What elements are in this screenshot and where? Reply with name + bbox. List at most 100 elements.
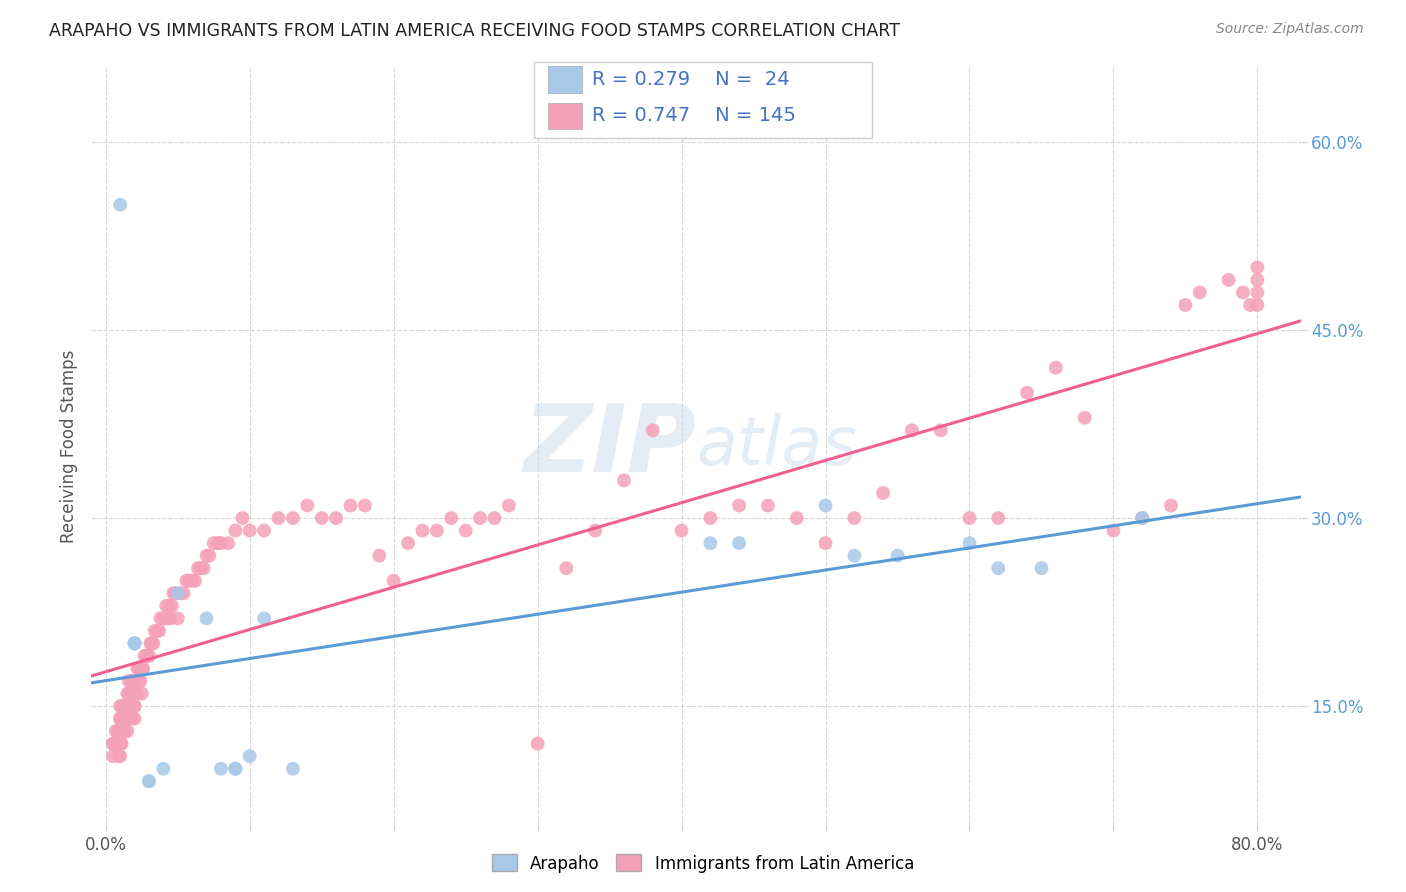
Point <box>224 762 246 776</box>
Point <box>181 574 204 588</box>
Text: R = 0.279    N =  24: R = 0.279 N = 24 <box>592 70 789 89</box>
Point <box>114 724 136 739</box>
Point <box>108 749 131 764</box>
Point <box>224 762 246 776</box>
Point <box>108 737 131 751</box>
Point <box>239 749 262 764</box>
Point <box>124 636 146 650</box>
Point <box>1045 360 1067 375</box>
Point <box>111 712 132 726</box>
Point <box>121 673 143 688</box>
Legend: Arapaho, Immigrants from Latin America: Arapaho, Immigrants from Latin America <box>485 847 921 880</box>
Point <box>101 737 124 751</box>
Point <box>127 686 149 700</box>
Point <box>872 486 894 500</box>
Point <box>124 699 146 714</box>
Point <box>253 524 276 538</box>
Point <box>1130 511 1153 525</box>
Point <box>105 724 128 739</box>
Point <box>114 699 136 714</box>
Point <box>108 724 131 739</box>
Point <box>132 661 155 675</box>
Point <box>699 536 721 550</box>
Point <box>124 636 146 650</box>
Point <box>166 586 188 600</box>
Point <box>382 574 405 588</box>
Point <box>555 561 578 575</box>
Point <box>101 749 124 764</box>
Point <box>127 661 149 675</box>
Point <box>929 423 952 437</box>
Point <box>112 712 135 726</box>
Point <box>1031 561 1053 575</box>
Point <box>131 686 153 700</box>
Point <box>1188 285 1211 300</box>
Point <box>108 712 131 726</box>
Point <box>124 636 146 650</box>
Point <box>148 624 170 638</box>
Point <box>253 611 276 625</box>
Point <box>107 749 129 764</box>
Point <box>108 724 131 739</box>
Point <box>149 611 172 625</box>
Point <box>454 524 477 538</box>
Text: Source: ZipAtlas.com: Source: ZipAtlas.com <box>1216 22 1364 37</box>
Point <box>124 712 146 726</box>
Point <box>125 686 148 700</box>
Point <box>146 624 169 638</box>
Point <box>108 737 131 751</box>
Point <box>117 724 139 739</box>
Text: ZIP: ZIP <box>523 400 696 492</box>
Point <box>169 586 191 600</box>
FancyBboxPatch shape <box>534 62 872 138</box>
Point <box>173 586 195 600</box>
Point <box>886 549 908 563</box>
Point <box>111 737 132 751</box>
Point <box>699 511 721 525</box>
Point <box>671 524 693 538</box>
Point <box>207 536 229 550</box>
Point <box>231 511 253 525</box>
Point <box>124 673 146 688</box>
Point <box>136 648 159 663</box>
Point <box>166 611 188 625</box>
Point <box>354 499 377 513</box>
Point <box>118 673 141 688</box>
Point <box>297 499 319 513</box>
Point <box>117 686 139 700</box>
Point <box>128 673 150 688</box>
Point <box>239 524 262 538</box>
Point <box>426 524 449 538</box>
Point <box>411 524 433 538</box>
Point <box>311 511 333 525</box>
Point <box>179 574 201 588</box>
Point <box>202 536 225 550</box>
Point <box>124 699 146 714</box>
Point <box>987 511 1010 525</box>
Point <box>1239 298 1261 312</box>
Point <box>198 549 221 563</box>
Point <box>209 536 232 550</box>
Point <box>139 636 162 650</box>
Point <box>114 712 136 726</box>
Point <box>159 611 181 625</box>
Point <box>118 712 141 726</box>
Point <box>901 423 924 437</box>
Point <box>122 699 145 714</box>
Point <box>117 699 139 714</box>
Point <box>325 511 347 525</box>
Point <box>583 524 606 538</box>
Point <box>987 561 1010 575</box>
Bar <box>548 66 582 93</box>
Point <box>101 737 124 751</box>
Point <box>143 624 166 638</box>
Point <box>468 511 491 525</box>
Point <box>157 599 180 613</box>
Point <box>217 536 239 550</box>
Point <box>1246 260 1268 275</box>
Point <box>134 648 156 663</box>
Point <box>281 762 304 776</box>
Point <box>152 611 174 625</box>
Point <box>142 636 165 650</box>
Point <box>131 661 153 675</box>
